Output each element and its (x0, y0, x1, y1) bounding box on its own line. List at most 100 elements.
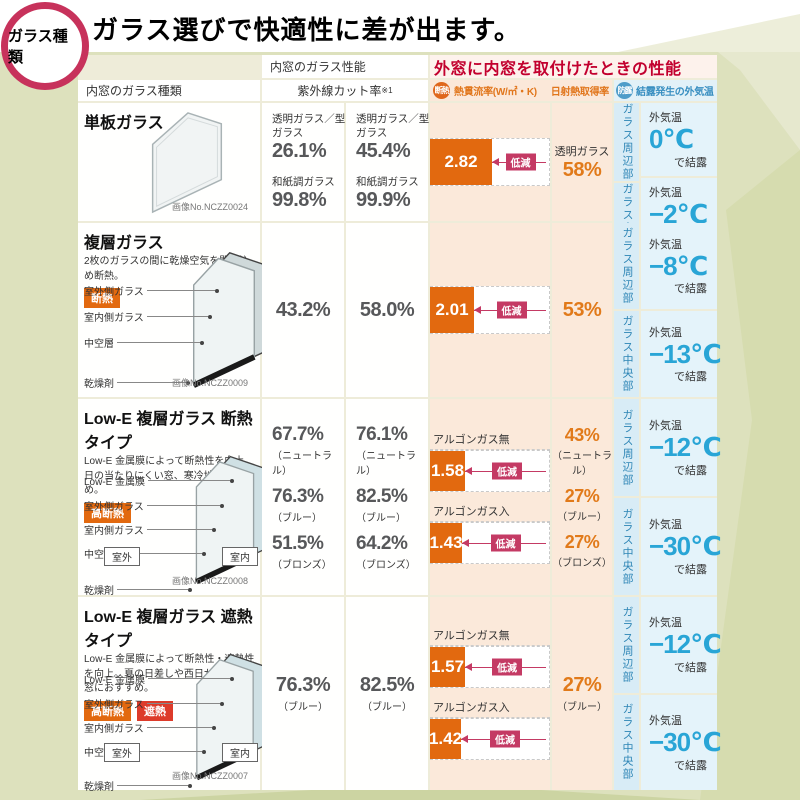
leader-dot-icon (215, 288, 219, 293)
solar-entry: 27% （ブロンズ） (552, 532, 612, 569)
uv-entry: 67.7% （ニュートラル） (272, 423, 332, 477)
argon-gas-label: アルゴンガス入 (430, 699, 550, 718)
solar-entry: 27% （ブルー） (557, 486, 607, 523)
solar-entry-value: 58% (562, 158, 602, 181)
solar-gain-column-label: 日射熱取得率 (550, 87, 610, 98)
reduction-badge: 低減 (505, 153, 536, 171)
perimeter-temp: 外気温 −12℃ で結露 (641, 399, 722, 496)
row3-condensation-temp-cell: 外気温 −12℃ で結露 外気温 −30℃ で結露 (641, 399, 722, 595)
glass-perimeter-strip: ガラス周辺部 (614, 399, 639, 496)
glass-perimeter-strip: ガラス周辺部 (614, 223, 639, 309)
solar-entry-label: 透明ガラス (554, 145, 610, 158)
insulation-tag: 断熱 (84, 288, 120, 308)
reduction-badge: 低減 (492, 658, 522, 676)
diagram-label: 室外側ガラス (84, 498, 224, 513)
solar-entry: 27% （ブルー） (557, 674, 607, 713)
solar-entry: 43% （ニュートラル） (552, 425, 612, 477)
u-value-reduction-line: 低減 (492, 139, 549, 185)
glass-perimeter-label: ガラス周辺部 (621, 227, 633, 305)
uv-entry: 透明ガラス／型ガラス 26.1% (272, 112, 345, 163)
indoor-box: 室内 (222, 547, 258, 566)
leader-dot-icon (230, 478, 234, 483)
diagram-label: 室内側ガラス (84, 309, 212, 324)
temp-prefix: 外気温 (649, 186, 682, 199)
row2-badges: 断熱 (78, 284, 260, 308)
row2-glass-desc: 2枚のガラスの間に乾燥空気を閉じ込め断熱。 (84, 256, 250, 282)
reduction-arrow-icon (465, 466, 472, 475)
reduction-badge: 低減 (490, 730, 520, 748)
leader-dot-icon (186, 380, 190, 385)
diagram-label: 室外側ガラス (84, 283, 219, 298)
row3-glass-name: Low-E 複層ガラス 断熱タイプ (84, 411, 253, 452)
row3-solar-gain-cell: 43% （ニュートラル） 27% （ブルー） 27% （ブロンズ） (552, 399, 612, 595)
row4-glass-name: Low-E 複層ガラス 遮熱タイプ (84, 609, 253, 650)
indoor-box: 室内 (222, 743, 258, 762)
diagram-label: 中空層 (84, 744, 206, 759)
diagram-label: 室内側ガラス (84, 522, 216, 537)
condensation-column-label: 結露発生の外気温 (636, 87, 714, 98)
reduction-badge: 低減 (496, 301, 527, 319)
u-value-bar-group: アルゴンガス入 1.42 低減 (429, 699, 550, 760)
argon-gas-label: アルゴンガス入 (430, 503, 550, 522)
u-value-bar: 1.42 (429, 719, 462, 759)
diagram-label: 乾燥剤 (84, 375, 190, 390)
reduction-arrow-icon (465, 663, 472, 671)
leader-dot-icon (188, 783, 192, 788)
temp-suffix: で結露 (674, 283, 707, 296)
perimeter-temp: 外気温 −12℃ で結露 (641, 597, 722, 693)
glass-center-label: ガラス中央部 (621, 315, 633, 393)
row1-solar-gain-cell: 透明ガラス 58% (552, 103, 612, 221)
header-u-value-band: 断熱 熱貫流率(W/㎡・K) 日射熱取得率 (430, 80, 612, 101)
row1-glass-name: 単板ガラス (84, 115, 164, 132)
header-glass-type-column: 内窓のガラス種類 (78, 80, 260, 101)
uv-cut-footnote: ※1 (381, 86, 393, 95)
solar-entry: 53% (563, 299, 602, 322)
row1-u-value-cell: 2.82 低減 (430, 103, 550, 221)
glass-type-circle-badge-label: ガラス種類 (8, 28, 68, 66)
row2-uv-cut-cell-2: 58.0% (346, 223, 428, 397)
row4-glass-type-cell: Low-E 複層ガラス 遮熱タイプ Low-E 金属膜によって断熱性・遮熱性を向… (78, 597, 265, 793)
diagram-label: Low-E 金属膜 (84, 473, 234, 488)
temp-prefix: 外気温 (649, 238, 682, 251)
row3-glass-desc: Low-E 金属膜によって断熱性を向上。日の当たりにくい窓、寒冷地におすすめ。 (84, 456, 255, 496)
perimeter-temp: 外気温 −8℃ で結露 (641, 223, 717, 309)
temp-prefix: 外気温 (649, 326, 682, 339)
row4-glass-desc: Low-E 金属膜によって断熱性・遮熱性を向上。夏の日差しや西日が気になる窓にお… (84, 654, 255, 694)
glass-type-circle-badge: ガラス種類 (1, 2, 89, 90)
high-insulation-tag: 高断熱 (84, 700, 131, 721)
perimeter-temp: 外気温 0℃ で結露 (641, 103, 717, 176)
row4-image-caption: 画像No.NCZZ0007 (171, 771, 248, 781)
uv-entry: 82.5% （ブルー） (359, 674, 415, 713)
uv-entry: 76.3% （ブルー） (272, 485, 324, 524)
leader-dot-icon (220, 503, 224, 508)
temp-value: −2℃ (649, 198, 708, 229)
uv-entry: 58.0% (360, 299, 415, 322)
solar-entry-value: 53% (562, 298, 602, 321)
diagram-label: 乾燥剤 (84, 778, 192, 793)
uv-entry: 51.5% （ブロンズ） (272, 532, 332, 571)
header-inner-glass-performance: 内窓のガラス性能 (262, 55, 428, 78)
argon-gas-label: アルゴンガス無 (430, 627, 550, 646)
diagram-label: 乾燥剤 (84, 582, 192, 597)
single-pane-glass-diagram (151, 112, 223, 214)
uv-entry: 和紙調ガラス 99.8% (272, 175, 344, 212)
row1-image-caption: 画像No.NCZZ0024 (171, 202, 248, 212)
uv-entry-label: 和紙調ガラス (356, 176, 419, 189)
row3-glass-area-strip: ガラス周辺部 ガラス中央部 (614, 399, 639, 595)
leader-dot-icon (202, 551, 206, 556)
high-insulation-tag: 高断熱 (84, 502, 131, 523)
u-value-bar: 1.58 (430, 450, 465, 491)
u-value-bar-group: アルゴンガス無 1.58 低減 (430, 431, 550, 492)
row2-glass-type-cell: 複層ガラス 2枚のガラスの間に乾燥空気を閉じ込め断熱。 断熱 室外側ガラス 室内… (78, 223, 267, 397)
uv-entry-label: 透明ガラス／型ガラス (356, 112, 430, 139)
row3-uv-cut-cell-1: 67.7% （ニュートラル） 76.3% （ブルー） 51.5% （ブロンズ） (262, 399, 344, 595)
reduction-arrow-icon (474, 306, 481, 314)
diagram-label: 中空層 (84, 546, 206, 561)
uv-entry-value: 45.4% (356, 140, 411, 163)
leader-dot-icon (212, 725, 216, 730)
u-value-bar-group: 2.82 低減 (430, 138, 550, 186)
row3-u-value-cell: アルゴンガス無 1.58 低減 アルゴンガス入 1.43 低減 (429, 399, 550, 595)
uv-entry: 64.2% （ブロンズ） (356, 532, 416, 571)
diagram-label: 中空層 (84, 335, 204, 350)
